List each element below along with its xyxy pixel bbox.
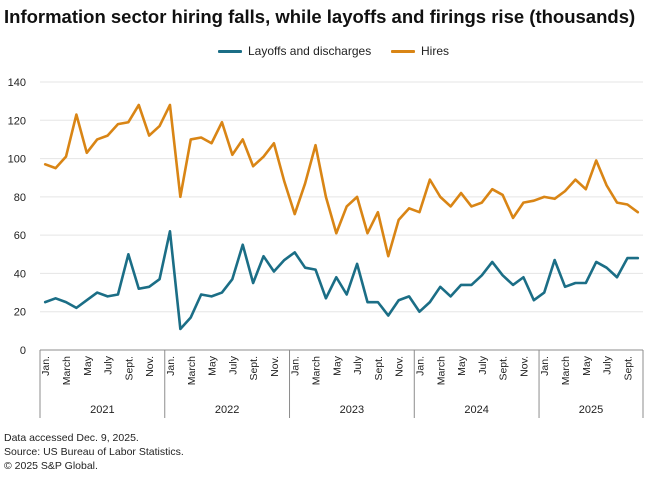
x-tick-label: July (352, 355, 364, 374)
x-tick-label: July (477, 355, 489, 374)
legend-item-layoffs: Layoffs and discharges (218, 44, 371, 58)
x-tick-label: March (560, 356, 572, 385)
x-tick-label: March (61, 356, 73, 385)
y-tick-label-60: 60 (14, 230, 26, 242)
y-tick-label-0: 0 (20, 345, 26, 357)
x-tick-label: Nov. (144, 356, 156, 377)
x-tick-label: Jan. (414, 356, 426, 376)
x-tick-label: Nov. (394, 356, 406, 377)
x-tick-label: Nov. (518, 356, 530, 377)
x-tick-label: Sept. (123, 356, 135, 381)
x-tick-label: Jan. (165, 356, 177, 376)
y-tick-label-40: 40 (14, 268, 26, 280)
y-tick-label-140: 140 (8, 77, 26, 89)
x-tick-label: May (456, 355, 468, 376)
x-tick-label: March (186, 356, 198, 385)
x-tick-label: March (311, 356, 323, 385)
y-tick-label-80: 80 (14, 192, 26, 204)
legend-swatch-layoffs (218, 49, 242, 53)
x-tick-label: Sept. (373, 356, 385, 381)
chart-title: Information sector hiring falls, while l… (4, 6, 636, 27)
x-tick-label: Sept. (498, 356, 510, 381)
footnote-copyright: © 2025 S&P Global. (4, 460, 98, 472)
x-tick-label: Nov. (269, 356, 281, 377)
y-tick-label-20: 20 (14, 307, 26, 319)
legend-swatch-hires (391, 49, 415, 53)
x-tick-label: May (331, 355, 343, 376)
year-label-2021: 2021 (90, 404, 114, 416)
x-tick-label: July (602, 355, 614, 374)
year-label-2022: 2022 (215, 404, 239, 416)
series-line-hires (43, 103, 640, 258)
footnote-data-accessed: Data accessed Dec. 9, 2025. (4, 432, 139, 444)
x-tick-label: Jan. (290, 356, 302, 376)
y-tick-label-100: 100 (8, 154, 26, 166)
year-label-2024: 2024 (464, 404, 488, 416)
footnote-source: Source: US Bureau of Labor Statistics. (4, 446, 184, 458)
x-tick-label: Jan. (40, 356, 52, 376)
chart-legend: Layoffs and discharges Hires (0, 44, 660, 64)
x-tick-label: July (227, 355, 239, 374)
x-tick-label: May (581, 355, 593, 376)
x-tick-label: July (103, 355, 115, 374)
x-tick-label: Sept. (622, 356, 634, 381)
x-tick-label: Jan. (539, 356, 551, 376)
legend-item-hires: Hires (391, 44, 449, 58)
year-label-2025: 2025 (579, 404, 603, 416)
legend-label-hires: Hires (421, 44, 450, 58)
legend-label-layoffs: Layoffs and discharges (248, 44, 372, 58)
x-tick-label: Sept. (248, 356, 260, 381)
series-line-layoffs (43, 230, 640, 331)
y-tick-label-120: 120 (8, 115, 26, 127)
year-label-2023: 2023 (340, 404, 364, 416)
x-tick-label: May (207, 355, 219, 376)
x-tick-label: March (435, 356, 447, 385)
x-tick-label: May (82, 355, 94, 376)
